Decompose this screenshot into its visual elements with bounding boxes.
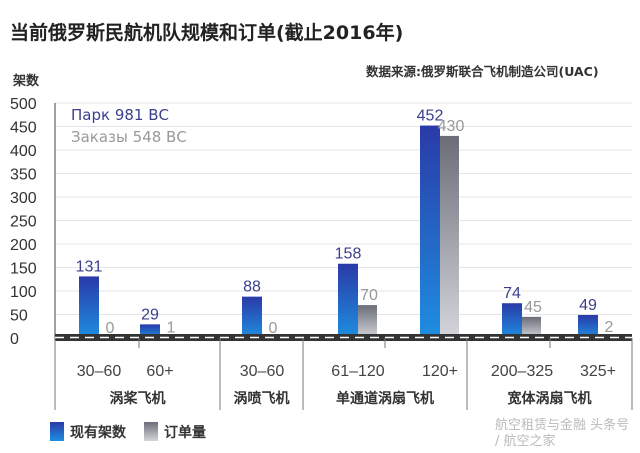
group-label: 涡桨飞机 xyxy=(110,390,166,407)
data-label: 88 xyxy=(243,279,261,296)
bar-现有架数 xyxy=(420,125,440,338)
legend-swatch xyxy=(144,422,158,441)
data-label: 452 xyxy=(417,108,444,125)
bar-订单量 xyxy=(440,135,459,338)
x-tick-label: 60+ xyxy=(146,363,173,380)
legend-label: 现有架数 xyxy=(70,424,127,441)
data-label: 430 xyxy=(438,118,465,135)
annotation-fleet: Парк 981 ВС xyxy=(71,106,169,124)
bar-订单量 xyxy=(358,305,377,338)
data-label: 29 xyxy=(141,306,159,323)
y-tick-label: 300 xyxy=(10,190,37,207)
y-tick-label: 0 xyxy=(10,331,19,348)
group-label: 单通道涡扇飞机 xyxy=(336,390,434,407)
x-tick-label: 61–120 xyxy=(331,363,384,380)
y-tick-label: 450 xyxy=(10,120,37,137)
data-label: 74 xyxy=(503,285,521,302)
legend-swatch xyxy=(50,422,64,441)
data-label: 49 xyxy=(579,297,597,314)
bar-现有架数 xyxy=(79,276,99,338)
watermark: 航空租赁与金融 头条号 / 航空之家 xyxy=(495,418,630,449)
chart-title: 当前俄罗斯民航机队规模和订单(截止2016年) xyxy=(10,22,404,44)
data-label: 70 xyxy=(360,287,378,304)
x-tick-label: 325+ xyxy=(580,363,616,380)
annotation-orders: Заказы 548 ВС xyxy=(71,128,187,146)
y-tick-label: 400 xyxy=(10,143,37,160)
x-tick-label: 120+ xyxy=(422,363,458,380)
data-label: 131 xyxy=(76,258,103,275)
y-tick-label: 50 xyxy=(10,308,28,325)
bar-现有架数 xyxy=(242,296,262,338)
x-tick-label: 200–325 xyxy=(491,363,553,380)
x-tick-label: 30–60 xyxy=(77,363,122,380)
data-label: 0 xyxy=(269,320,278,337)
data-label: 158 xyxy=(335,246,362,263)
y-tick-label: 150 xyxy=(10,261,37,278)
bar-现有架数 xyxy=(578,314,598,338)
data-label: 0 xyxy=(106,320,115,337)
data-label: 45 xyxy=(524,299,542,316)
group-label: 宽体涡扇飞机 xyxy=(508,390,592,407)
y-tick-label: 350 xyxy=(10,167,37,184)
data-label: 1 xyxy=(167,320,176,337)
legend-label: 订单量 xyxy=(164,424,206,441)
data-label: 2 xyxy=(605,319,614,336)
bar-现有架数 xyxy=(502,303,522,338)
bar-订单量 xyxy=(522,316,541,338)
y-axis-label: 架数 xyxy=(13,74,40,89)
data-source: 数据来源:俄罗斯联合飞机制造公司(UAC) xyxy=(366,64,599,79)
y-tick-label: 200 xyxy=(10,237,37,254)
group-label: 涡喷飞机 xyxy=(234,390,290,407)
y-tick-label: 500 xyxy=(10,96,37,113)
y-tick-label: 100 xyxy=(10,284,37,301)
bar-现有架数 xyxy=(338,263,358,338)
y-tick-label: 250 xyxy=(10,214,37,231)
x-tick-label: 30–60 xyxy=(240,363,285,380)
